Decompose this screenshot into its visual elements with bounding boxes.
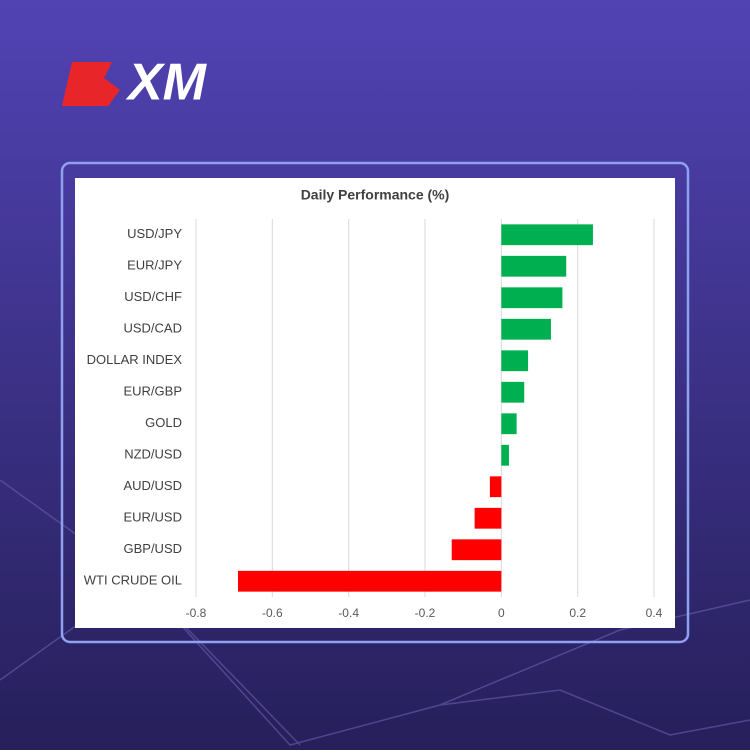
bar — [501, 350, 529, 372]
x-tick-label: 0 — [498, 606, 505, 620]
bar — [501, 287, 563, 309]
y-tick-label: GBP/USD — [123, 541, 182, 556]
bar — [451, 539, 502, 561]
x-tick-label: -0.4 — [338, 606, 359, 620]
bar — [237, 570, 502, 592]
x-tick-label: 0.4 — [646, 606, 663, 620]
bar — [501, 224, 593, 246]
x-tick-label: -0.8 — [186, 606, 207, 620]
y-tick-label: EUR/GBP — [123, 384, 182, 399]
bar — [501, 318, 551, 340]
y-tick-label: DOLLAR INDEX — [87, 352, 183, 367]
y-tick-label: EUR/USD — [123, 510, 182, 525]
y-tick-label: EUR/JPY — [127, 258, 182, 273]
y-tick-label: AUD/USD — [123, 478, 182, 493]
y-tick-label: GOLD — [145, 415, 182, 430]
x-tick-label: 0.2 — [569, 606, 586, 620]
bar — [501, 255, 567, 277]
y-tick-label: USD/JPY — [127, 226, 182, 241]
logo-mark — [62, 62, 120, 106]
bar — [474, 507, 502, 529]
y-tick-label: USD/CAD — [123, 321, 182, 336]
y-tick-label: WTI CRUDE OIL — [84, 573, 182, 588]
plot: -0.8 -0.6 -0.4 -0.2 0 0.2 0.4 USD/JPY EUR/JPY USD… — [84, 219, 663, 620]
bar — [501, 381, 525, 403]
bar — [501, 413, 517, 435]
y-tick-label: NZD/USD — [124, 447, 182, 462]
logo-text: XM — [125, 54, 208, 112]
y-tick-label: USD/CHF — [124, 289, 182, 304]
card-border — [60, 161, 690, 644]
chart-area — [75, 178, 675, 628]
bar — [489, 476, 502, 498]
bar — [501, 444, 509, 466]
chart-title: Daily Performance (%) — [301, 187, 450, 203]
x-tick-label: -0.6 — [262, 606, 283, 620]
x-tick-label: -0.2 — [415, 606, 436, 620]
